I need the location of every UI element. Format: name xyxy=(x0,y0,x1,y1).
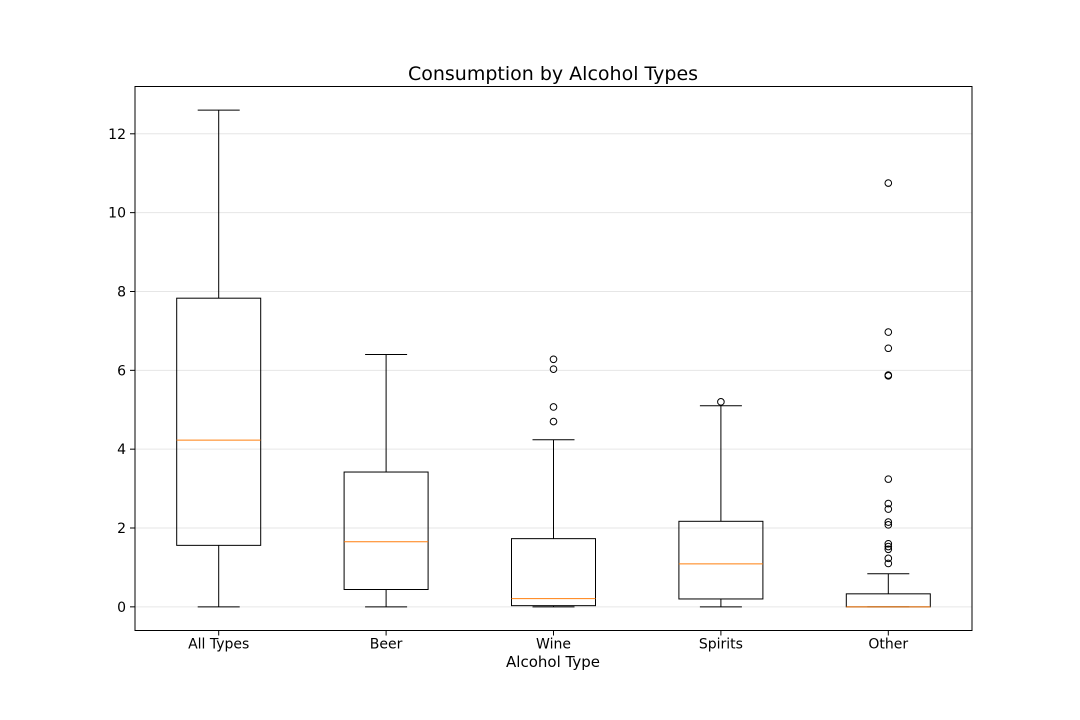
x-tick-label: Spirits xyxy=(699,637,743,653)
outlier-point xyxy=(884,539,893,548)
iqr-box xyxy=(845,593,931,608)
x-tick-label: All Types xyxy=(188,637,249,653)
iqr-box xyxy=(678,520,764,600)
y-tick-label: 2 xyxy=(117,521,126,537)
outlier-point xyxy=(884,328,893,336)
y-tick-label: 10 xyxy=(108,206,126,222)
iqr-box xyxy=(343,471,429,591)
y-tick-label: 12 xyxy=(108,127,126,143)
box-group-other xyxy=(845,179,931,608)
outlier-point xyxy=(884,475,893,483)
iqr-box xyxy=(511,538,596,607)
box-group-wine xyxy=(511,355,596,608)
x-axis-ticks: All Types Beer Wine Spirits Other xyxy=(188,630,908,653)
y-tick-label: 4 xyxy=(117,442,126,458)
chart-title: Consumption by Alcohol Types xyxy=(408,63,698,85)
y-axis-ticks: 0 2 4 6 8 10 12 xyxy=(108,127,135,616)
box-group-all-types xyxy=(176,109,262,608)
box-group-spirits xyxy=(678,398,764,608)
y-tick-label: 8 xyxy=(117,284,126,300)
outlier-point xyxy=(549,417,558,426)
outlier-point xyxy=(884,371,893,379)
outlier-point xyxy=(884,518,893,526)
outlier-point xyxy=(717,398,725,406)
box-series xyxy=(176,109,931,608)
x-tick-label: Other xyxy=(868,637,908,653)
outlier-point xyxy=(884,179,893,187)
y-tick-label: 0 xyxy=(117,600,126,616)
outlier-point xyxy=(884,545,893,554)
outlier-point xyxy=(884,542,893,551)
x-axis-label: Alcohol Type xyxy=(506,653,600,671)
outlier-point xyxy=(549,403,558,411)
outlier-point xyxy=(549,355,558,364)
outlier-point xyxy=(884,559,893,568)
x-tick-label: Beer xyxy=(370,637,403,653)
x-tick-label: Wine xyxy=(536,637,571,653)
outlier-point xyxy=(884,499,893,508)
outlier-point xyxy=(884,554,893,563)
outlier-point xyxy=(549,365,558,373)
outlier-point xyxy=(884,521,893,529)
outlier-point xyxy=(884,344,893,353)
box-group-beer xyxy=(343,354,429,608)
y-tick-label: 6 xyxy=(117,363,126,379)
outlier-point xyxy=(884,505,893,513)
iqr-box xyxy=(176,297,262,546)
